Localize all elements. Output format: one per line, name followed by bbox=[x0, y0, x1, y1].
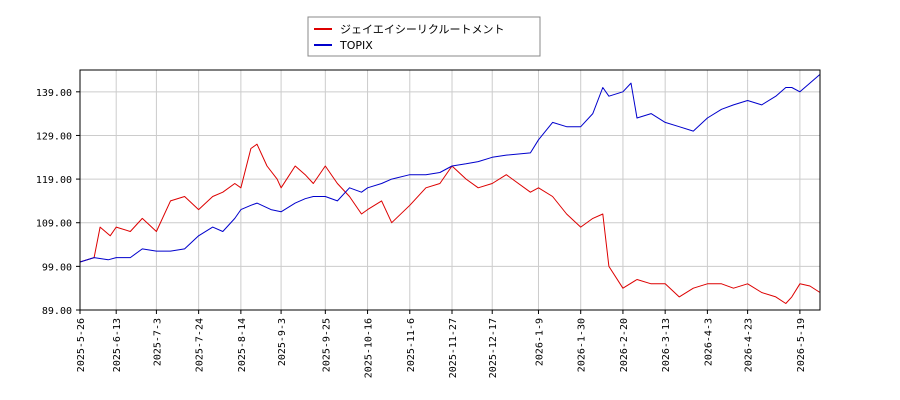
legend-box bbox=[307, 16, 541, 57]
y-tick-label: 89.00 bbox=[42, 306, 72, 317]
x-tick-label: 2025-5-26 bbox=[76, 318, 87, 372]
x-tick-label: 2025-12-17 bbox=[488, 318, 499, 378]
legend-label-1: TOPIX bbox=[339, 39, 373, 52]
x-tick-label: 2026-2-20 bbox=[619, 318, 630, 372]
x-tick-label: 2026-1-30 bbox=[577, 318, 588, 372]
series-layer bbox=[79, 74, 821, 304]
x-tick-label: 2025-11-27 bbox=[448, 318, 459, 378]
x-tick-label: 2025-7-24 bbox=[195, 318, 206, 372]
grid bbox=[79, 70, 820, 311]
x-tick-label: 2025-7-3 bbox=[152, 318, 163, 366]
x-tick-label: 2025-11-6 bbox=[406, 318, 417, 372]
x-tick-label: 2025-6-13 bbox=[112, 318, 123, 372]
y-tick-label: 119.00 bbox=[36, 175, 72, 186]
x-tick-label: 2026-4-3 bbox=[703, 318, 714, 366]
y-tick-label: 109.00 bbox=[36, 219, 72, 230]
x-tick-label: 2025-10-16 bbox=[364, 318, 375, 378]
plot-frame bbox=[79, 69, 821, 311]
x-tick-label: 2026-3-13 bbox=[661, 318, 672, 372]
x-tick-label: 2025-9-25 bbox=[321, 318, 332, 372]
series-line-1 bbox=[79, 74, 821, 263]
x-tick-label: 2025-8-14 bbox=[237, 318, 248, 372]
x-tick-label: 2026-1-9 bbox=[534, 318, 545, 366]
y-axis: 89.00 99.00 109.00 119.00 129.00 139.00 bbox=[36, 88, 80, 317]
series-line-0 bbox=[79, 143, 821, 304]
x-tick-label: 2026-5-19 bbox=[796, 318, 807, 372]
y-tick-label: 99.00 bbox=[42, 262, 72, 273]
y-tick-label: 129.00 bbox=[36, 131, 72, 142]
legend: ジェイエイシーリクルートメント TOPIX bbox=[307, 16, 541, 57]
y-tick-label: 139.00 bbox=[36, 88, 72, 99]
x-axis: 2025-5-26 2025-6-13 2025-7-3 2025-7-24 2025-… bbox=[76, 310, 807, 378]
x-tick-label: 2025-9-3 bbox=[277, 318, 288, 366]
legend-label-0: ジェイエイシーリクルートメント bbox=[340, 23, 505, 36]
x-tick-label: 2026-4-23 bbox=[744, 318, 755, 372]
